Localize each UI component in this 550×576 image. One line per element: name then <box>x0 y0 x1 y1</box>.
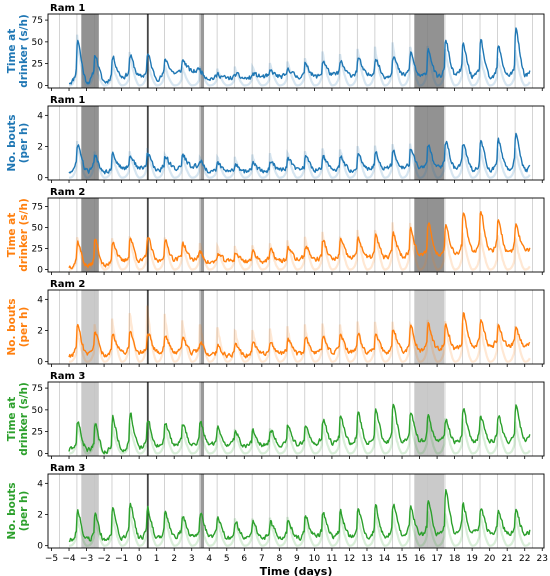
y-tick-label: 0 <box>37 265 43 275</box>
panel-title: Ram 1 <box>50 95 85 106</box>
y-tick-label: 0 <box>37 449 43 459</box>
y-tick-label: 0 <box>37 174 43 184</box>
event-band <box>200 14 205 88</box>
event-band <box>200 474 205 548</box>
baseline-series <box>69 222 531 271</box>
x-tick-label: 5 <box>224 554 230 564</box>
panel-title: Ram 3 <box>50 463 85 474</box>
y-axis-label: Time atdrinker (s/h) <box>6 382 30 456</box>
panel-2: Ram 1 No. bouts(per h) 0 2 4 <box>6 95 545 184</box>
y-axis-label: Time atdrinker (s/h) <box>6 14 30 88</box>
axes-frame <box>47 197 545 273</box>
y-axis-label: No. bouts(per h) <box>6 482 30 539</box>
x-tick-label: 6 <box>241 554 247 564</box>
x-tick-label: −5 <box>45 554 58 564</box>
x-tick-label: 2 <box>171 554 177 564</box>
event-band <box>200 198 205 272</box>
x-tick-label: 20 <box>484 554 496 564</box>
y-axis-label: Time atdrinker (s/h) <box>6 198 30 272</box>
axes-frame <box>47 105 545 181</box>
y-tick-label: 50 <box>32 406 44 416</box>
baseline-series <box>69 34 531 87</box>
x-tick-label: 13 <box>361 554 372 564</box>
data-series <box>68 210 531 270</box>
panel-3: Ram 2 Time atdrinker (s/h) 0 25 50 75 <box>6 187 545 275</box>
x-tick-label: 9 <box>294 554 300 564</box>
y-tick-label: 4 <box>37 111 43 121</box>
panel-5: Ram 3 Time atdrinker (s/h) 0 25 50 75 <box>6 371 545 459</box>
y-tick-label: 50 <box>32 38 44 48</box>
event-band <box>200 290 205 364</box>
x-axis-label: Time (days) <box>260 565 333 576</box>
x-tick-label: 3 <box>189 554 195 564</box>
baseline-series <box>69 507 531 547</box>
x-tick-label: 16 <box>414 554 426 564</box>
axes-frame <box>47 289 545 365</box>
y-tick-label: 4 <box>37 479 43 489</box>
x-tick-label: 1 <box>154 554 160 564</box>
x-tick-label: −2 <box>97 554 110 564</box>
x-tick-label: 21 <box>501 554 512 564</box>
shaded-period <box>414 198 445 272</box>
x-tick-label: 18 <box>449 554 461 564</box>
x-tick-label: −1 <box>115 554 128 564</box>
y-tick-label: 25 <box>32 60 43 70</box>
y-tick-label: 2 <box>37 143 43 153</box>
y-tick-label: 2 <box>37 511 43 521</box>
x-tick-label: 8 <box>276 554 282 564</box>
panel-6: Ram 3 No. bouts(per h) 0 2 4 <box>6 463 545 552</box>
x-tick-label: 10 <box>309 554 321 564</box>
panel-4: Ram 2 No. bouts(per h) 0 2 4 <box>6 279 545 368</box>
x-tick-label: 7 <box>259 554 265 564</box>
baseline-series <box>69 140 531 179</box>
shaded-period <box>81 290 99 364</box>
x-tick-label: 0 <box>136 554 142 564</box>
y-tick-label: 0 <box>37 542 43 552</box>
x-tick-label: 17 <box>431 554 442 564</box>
data-series <box>68 489 531 543</box>
axes-frame <box>47 381 545 457</box>
baseline-series <box>69 416 531 455</box>
shaded-period <box>414 474 445 548</box>
x-tick-label: 11 <box>326 554 337 564</box>
x-tick-label: 14 <box>379 554 391 564</box>
axes-frame <box>47 13 545 89</box>
y-tick-label: 75 <box>32 16 43 26</box>
panel-1: Ram 1 Time atdrinker (s/h) 0 25 50 75 <box>6 3 545 91</box>
y-tick-label: 75 <box>32 384 43 394</box>
x-tick-label: −3 <box>80 554 93 564</box>
event-band <box>200 106 205 180</box>
panel-title: Ram 2 <box>50 187 85 198</box>
panel-title: Ram 1 <box>50 3 85 14</box>
y-axis-label: No. bouts(per h) <box>6 298 30 355</box>
x-tick-label: 19 <box>466 554 478 564</box>
y-tick-label: 75 <box>32 202 43 212</box>
data-series <box>68 132 531 175</box>
event-band <box>200 382 205 456</box>
x-tick-label: 22 <box>519 554 530 564</box>
x-tick-label: 15 <box>396 554 407 564</box>
data-series <box>68 312 531 359</box>
y-tick-label: 4 <box>37 295 43 305</box>
x-tick-label: −4 <box>62 554 76 564</box>
x-tick-label: 23 <box>537 554 548 564</box>
y-axis-label: No. bouts(per h) <box>6 114 30 171</box>
y-tick-label: 50 <box>32 223 44 233</box>
y-tick-label: 2 <box>37 327 43 337</box>
data-series <box>68 403 531 455</box>
y-tick-label: 25 <box>32 428 43 438</box>
y-tick-label: 25 <box>32 244 43 254</box>
data-series <box>68 27 531 85</box>
x-tick-label: 4 <box>206 554 212 564</box>
panel-title: Ram 2 <box>50 279 85 290</box>
panel-title: Ram 3 <box>50 371 85 382</box>
y-tick-label: 0 <box>37 81 43 91</box>
y-tick-label: 0 <box>37 358 43 368</box>
x-tick-label: 12 <box>344 554 355 564</box>
axes-frame <box>47 473 545 549</box>
